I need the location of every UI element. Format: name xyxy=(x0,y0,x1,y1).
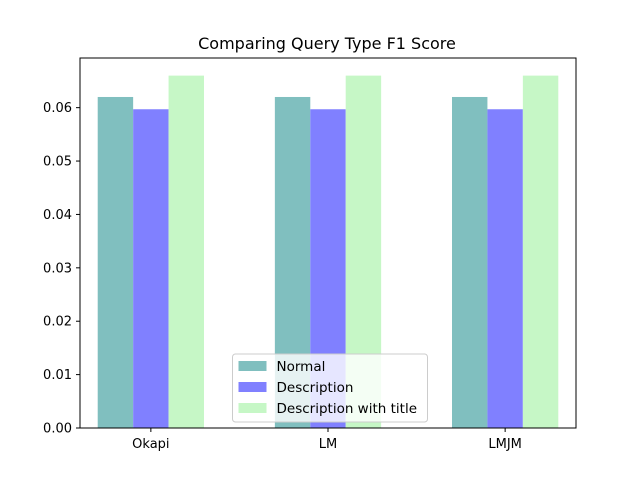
bar-description-with-title-lmjm xyxy=(522,75,559,428)
bar-description-lmjm xyxy=(487,109,523,429)
legend-swatch-normal xyxy=(238,361,267,371)
y-tick-label: 0.00 xyxy=(43,422,72,437)
legend-label-normal: Normal xyxy=(277,359,326,375)
legend-label-description: Description xyxy=(277,380,354,396)
chart-title: Comparing Query Type F1 Score xyxy=(198,34,456,53)
bar-normal-lmjm xyxy=(452,96,488,429)
y-tick-label: 0.01 xyxy=(43,368,72,383)
y-tick-label: 0.02 xyxy=(43,315,72,330)
axes-layer: 0.00 0.01 0.02 0.03 0.04 0.05 0.06 Okapi LM LMJM xyxy=(43,57,577,452)
bar-normal-okapi xyxy=(97,96,134,429)
y-tick-label: 0.06 xyxy=(43,101,72,116)
legend-box xyxy=(232,353,428,423)
legend-label-description-with-title: Description with title xyxy=(277,401,418,417)
y-tick-label: 0.05 xyxy=(43,155,72,170)
x-tick-label-okapi: Okapi xyxy=(132,437,169,452)
bar-description-with-title-okapi xyxy=(168,75,204,428)
legend: Normal Description Description with title xyxy=(232,353,428,423)
y-tick-label: 0.03 xyxy=(43,261,72,276)
x-tick-label-lm: LM xyxy=(319,437,337,452)
bar-description-okapi xyxy=(133,109,169,429)
legend-swatch-description xyxy=(238,382,267,392)
x-tick-label-lmjm: LMJM xyxy=(488,437,522,452)
legend-swatch-description-with-title xyxy=(238,403,267,413)
y-tick-label: 0.04 xyxy=(43,208,72,223)
